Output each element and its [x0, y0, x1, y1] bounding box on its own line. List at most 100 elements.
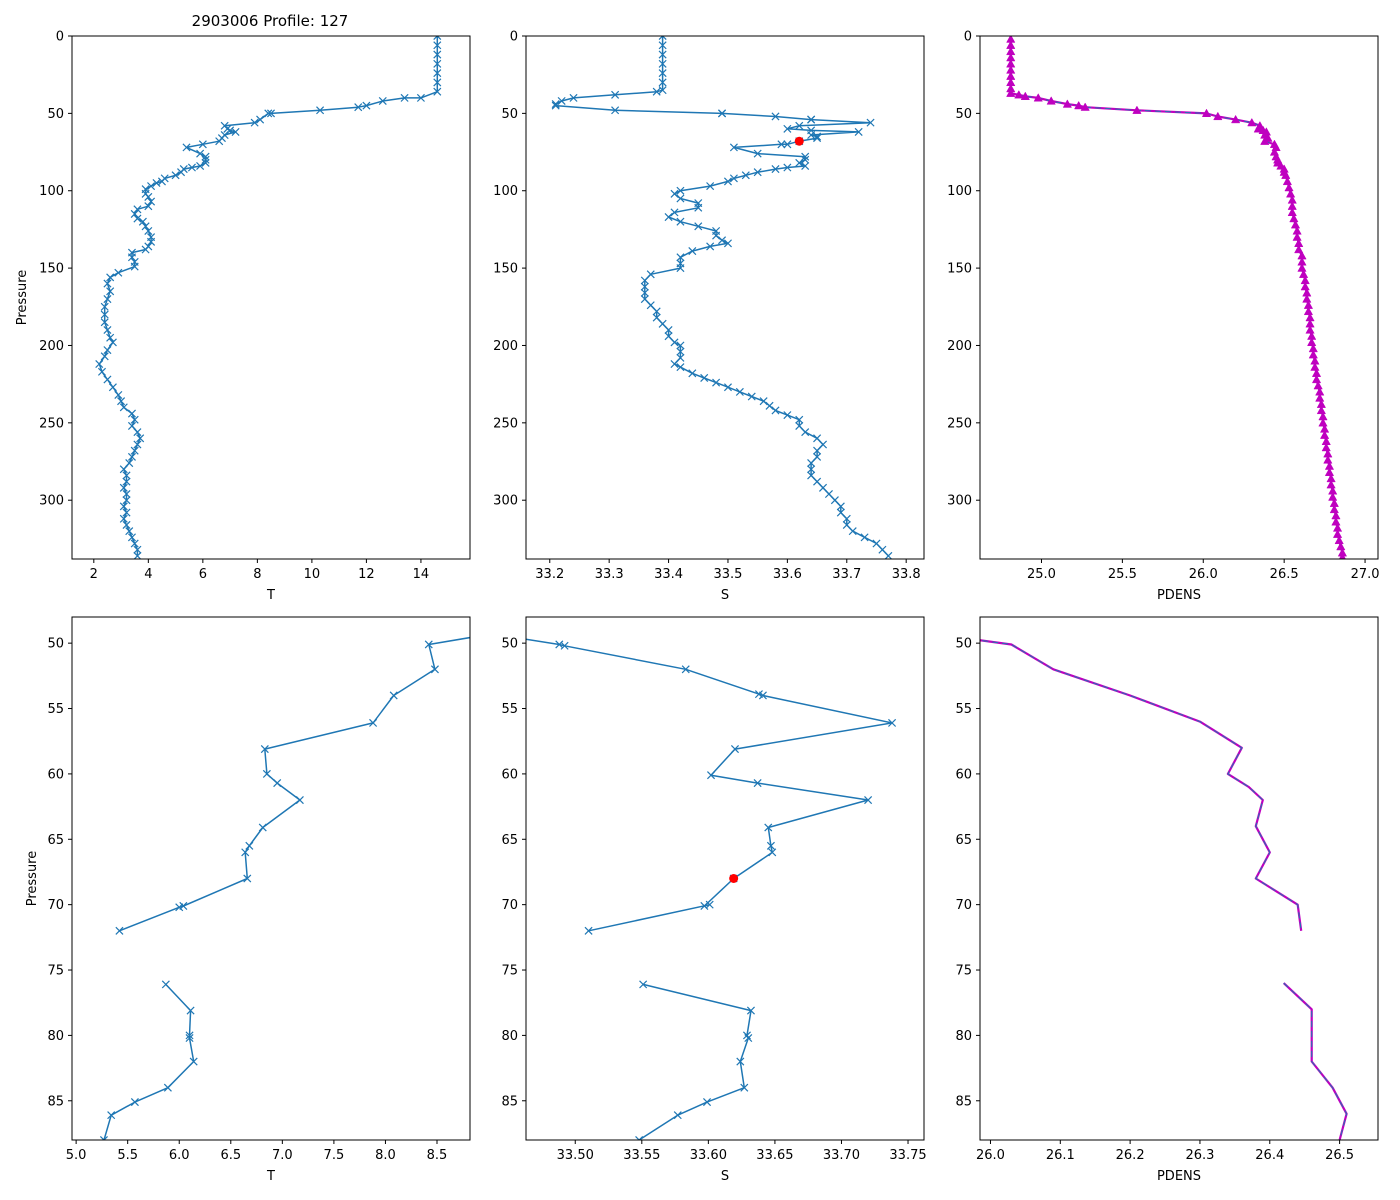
y-tick-label: 200: [493, 339, 518, 354]
data-point-marker: [664, 213, 673, 222]
data-point-marker: [746, 1006, 755, 1015]
data-point-marker: [673, 1111, 682, 1120]
series-line-overlay-PDENS-upper: [980, 639, 1302, 931]
data-point-triangle: [1062, 99, 1072, 108]
data-point-marker: [744, 1033, 753, 1043]
data-point-marker: [676, 264, 685, 273]
data-point-marker: [854, 127, 863, 136]
data-point-marker: [681, 665, 690, 674]
data-point-marker: [795, 415, 804, 424]
x-tick-label: 33.55: [623, 1148, 660, 1163]
data-point-marker: [557, 96, 566, 106]
data-point-marker: [771, 406, 780, 415]
data-point-marker: [813, 434, 822, 443]
x-tick-label: 6: [199, 567, 207, 582]
data-point-marker: [122, 477, 131, 486]
data-point-marker: [122, 508, 131, 517]
data-point-triangle: [1307, 337, 1317, 346]
data-point-marker: [801, 155, 810, 164]
data-point-marker: [783, 163, 792, 172]
data-point-marker: [795, 158, 804, 167]
x-tick-label: 26.1: [1046, 1148, 1075, 1163]
data-point-marker: [99, 1135, 108, 1140]
data-point-marker: [705, 900, 714, 909]
y-tick-label: 0: [510, 30, 518, 45]
data-point-marker: [430, 665, 439, 674]
data-point-marker: [95, 360, 104, 369]
data-point-triangle: [1318, 418, 1328, 427]
highlight-point: [794, 136, 804, 146]
series-line-overlay-PDENS-lower: [1283, 982, 1348, 1140]
data-point-marker: [127, 253, 136, 262]
data-point-marker: [130, 262, 139, 271]
data-point-triangle: [1006, 88, 1016, 97]
x-tick-label: 5.5: [117, 1148, 138, 1163]
x-axis-label: S: [721, 1169, 729, 1184]
data-point-marker: [100, 352, 109, 361]
data-point-marker: [107, 1111, 116, 1120]
data-point-marker: [185, 1033, 194, 1043]
y-tick-label: 50: [955, 107, 972, 122]
data-point-marker: [640, 276, 649, 285]
data-point-marker: [658, 319, 667, 328]
data-point-marker: [652, 313, 661, 322]
data-point-marker: [433, 87, 442, 96]
data-point-marker: [103, 295, 112, 304]
data-point-marker: [676, 363, 685, 372]
data-point-marker: [130, 446, 139, 455]
data-point-triangle: [1253, 124, 1263, 133]
data-point-marker: [130, 1098, 139, 1107]
x-tick-label: 26.0: [976, 1148, 1005, 1163]
data-point-marker: [569, 93, 578, 102]
data-point-marker: [718, 236, 727, 245]
y-tick-label: 50: [47, 107, 64, 122]
data-point-marker: [100, 310, 109, 319]
data-point-marker: [97, 367, 107, 376]
y-tick-label: 85: [47, 1094, 64, 1109]
data-point-marker: [813, 452, 822, 461]
y-tick-label: 75: [955, 964, 972, 979]
y-tick-label: 55: [47, 702, 64, 717]
data-point-marker: [260, 745, 269, 754]
data-point-marker: [231, 127, 240, 136]
data-point-marker: [703, 1098, 712, 1107]
subplot-bottom-middle: 33.50 33.55 33.60 33.65 33.70 33.75 50 55 60 65 70…: [501, 616, 927, 1184]
data-point-marker: [362, 101, 371, 110]
axes-frame: [979, 35, 1379, 560]
data-point-marker: [777, 140, 786, 149]
data-point-marker: [119, 483, 128, 492]
series-line-S-upper: [526, 638, 893, 932]
data-point-marker: [215, 137, 224, 146]
data-point-marker: [830, 496, 839, 505]
data-point-marker: [753, 149, 762, 158]
x-tick-label: 26.2: [1116, 1148, 1145, 1163]
data-point-triangle: [1201, 108, 1212, 117]
data-point-triangle: [1331, 517, 1341, 526]
data-point-triangle: [1132, 105, 1142, 114]
data-point-marker: [676, 186, 685, 195]
data-point-marker: [706, 182, 715, 191]
data-point-marker: [175, 903, 184, 912]
data-point-marker: [706, 242, 715, 251]
data-point-triangle: [1289, 213, 1299, 223]
subplot-top-middle: 33.2 33.3 33.4 33.5 33.6 33.7 33.8 0 50 100 150 200…: [493, 30, 925, 603]
data-point-marker: [658, 86, 667, 95]
data-point-marker: [161, 980, 170, 989]
data-point-marker: [378, 96, 387, 106]
data-point-marker: [127, 533, 136, 542]
data-point-marker: [133, 428, 142, 437]
x-tick-label: 6.5: [220, 1148, 241, 1163]
data-point-marker: [133, 440, 142, 449]
data-point-marker: [712, 378, 721, 387]
data-point-marker: [740, 1083, 749, 1092]
subplot-top-right: 25.0 25.5 26.0 26.5 27.0 0 50 100 150 200 250 300 PD…: [947, 30, 1379, 604]
data-point-marker: [144, 226, 153, 235]
data-point-marker: [185, 1031, 194, 1040]
y-tick-label: 0: [56, 30, 64, 45]
plot-area: [1006, 36, 1348, 559]
data-point-marker: [316, 106, 325, 115]
data-point-marker: [652, 307, 661, 316]
data-point-marker: [141, 222, 150, 231]
data-point-marker: [670, 360, 679, 369]
highlight-point: [729, 874, 739, 883]
